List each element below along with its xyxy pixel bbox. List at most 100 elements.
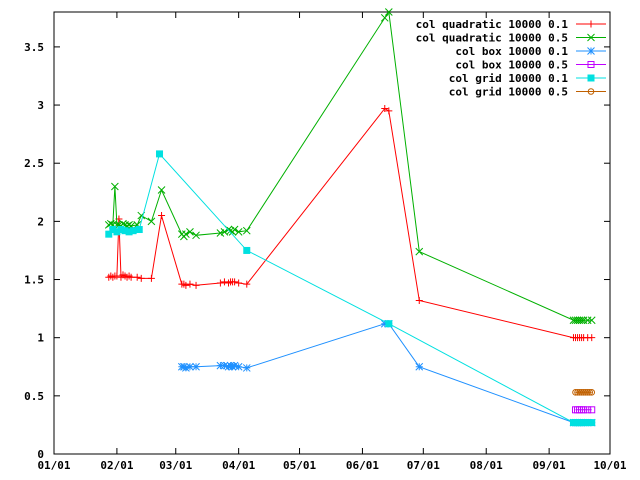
data-point xyxy=(186,280,194,288)
data-point xyxy=(588,406,596,414)
data-point xyxy=(117,226,125,234)
data-point xyxy=(587,88,595,95)
data-point xyxy=(584,406,592,414)
data-point xyxy=(587,47,595,55)
data-point xyxy=(192,231,200,240)
data-point xyxy=(186,227,194,236)
series-layer xyxy=(104,8,596,427)
data-point xyxy=(234,362,243,371)
series-2 xyxy=(104,8,596,325)
data-point xyxy=(587,20,595,28)
series-line xyxy=(108,152,592,424)
x-tick-label: 03/01 xyxy=(159,459,192,472)
data-point xyxy=(135,226,143,234)
y-tick-label: 3.5 xyxy=(24,41,44,54)
series-3 xyxy=(177,319,596,427)
data-point xyxy=(105,230,113,238)
data-point xyxy=(220,278,228,286)
data-point xyxy=(157,186,166,194)
data-point xyxy=(415,247,424,256)
data-point xyxy=(588,334,596,342)
data-point xyxy=(580,406,588,414)
x-tick-label: 07/01 xyxy=(407,459,440,472)
data-point xyxy=(111,182,119,191)
x-tick-label: 08/01 xyxy=(470,459,503,472)
legend-label: col box 10000 0.1 xyxy=(455,45,568,58)
data-point xyxy=(180,362,188,371)
plot-frame xyxy=(53,11,611,455)
series-6 xyxy=(572,389,596,396)
data-point xyxy=(415,362,424,371)
axes: 01/01 02/01 03/01 04/01 05/01 06/01 07/01 08/01… xyxy=(24,12,627,472)
data-point xyxy=(243,280,251,288)
data-point xyxy=(192,362,200,371)
data-point xyxy=(243,246,251,254)
data-point xyxy=(216,361,225,370)
data-point xyxy=(584,389,591,396)
data-point xyxy=(125,228,133,236)
data-point xyxy=(113,228,121,236)
y-tick-label: 0 xyxy=(37,448,44,461)
data-point xyxy=(380,13,389,22)
data-point xyxy=(182,281,190,289)
legend-label: col quadratic 10000 0.5 xyxy=(416,32,568,45)
data-point xyxy=(192,281,200,289)
data-point xyxy=(588,389,596,396)
data-point xyxy=(226,361,235,370)
data-point xyxy=(384,8,393,16)
data-point xyxy=(230,361,239,370)
series-line xyxy=(181,323,592,424)
data-point xyxy=(380,319,389,328)
data-point xyxy=(587,316,596,325)
legend-label: col box 10000 0.5 xyxy=(455,59,568,72)
x-tick-label: 06/01 xyxy=(346,459,379,472)
data-point xyxy=(588,419,596,427)
data-point xyxy=(158,212,166,220)
y-tick-label: 2 xyxy=(37,215,44,228)
legend-label: col grid 10000 0.1 xyxy=(449,72,569,85)
data-point xyxy=(385,107,393,115)
data-point xyxy=(415,296,423,304)
data-point xyxy=(381,105,389,113)
data-point xyxy=(127,273,135,281)
legend-label: col grid 10000 0.5 xyxy=(449,86,568,99)
data-point xyxy=(129,227,137,235)
y-tick-label: 0.5 xyxy=(24,390,44,403)
data-point xyxy=(231,278,239,286)
data-point xyxy=(224,362,233,371)
data-point xyxy=(147,217,156,226)
x-tick-label: 04/01 xyxy=(222,459,255,472)
data-point xyxy=(587,33,595,42)
data-point xyxy=(228,362,237,371)
legend-label: col quadratic 10000 0.1 xyxy=(416,18,569,31)
data-point xyxy=(580,419,588,427)
data-point xyxy=(587,74,595,82)
data-point xyxy=(220,227,229,236)
data-point xyxy=(137,274,145,282)
x-tick-label: 01/01 xyxy=(37,459,70,472)
data-point xyxy=(182,364,190,372)
y-tick-label: 1 xyxy=(37,332,44,345)
y-tick-label: 3 xyxy=(37,99,44,112)
x-tick-label: 10/01 xyxy=(593,459,626,472)
x-tick-label: 02/01 xyxy=(100,459,133,472)
data-point xyxy=(385,320,393,328)
series-5 xyxy=(105,150,596,427)
data-point xyxy=(156,150,164,158)
y-tick-label: 2.5 xyxy=(24,157,44,170)
y-tick-label: 1.5 xyxy=(24,274,44,287)
data-point xyxy=(242,226,251,235)
data-point xyxy=(109,226,117,234)
series-4 xyxy=(572,406,596,414)
x-tick-label: 05/01 xyxy=(283,459,316,472)
data-point xyxy=(242,364,251,372)
data-point xyxy=(587,61,595,68)
data-point xyxy=(586,389,594,396)
data-point xyxy=(147,274,155,282)
data-point xyxy=(230,225,239,234)
data-point xyxy=(182,230,190,239)
x-tick-label: 09/01 xyxy=(533,459,566,472)
data-point xyxy=(121,227,129,235)
